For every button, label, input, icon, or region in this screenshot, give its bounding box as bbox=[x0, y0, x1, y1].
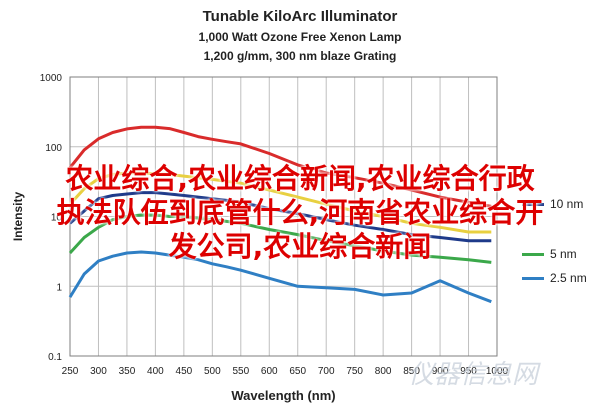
watermark: 仪器信息网 bbox=[408, 360, 539, 390]
y-tick-label: 1 bbox=[56, 282, 62, 293]
y-tick-label: 100 bbox=[45, 143, 62, 154]
series-line-5nm bbox=[68, 213, 492, 264]
legend-swatch-2.5nm bbox=[522, 277, 544, 280]
overlay-line-2: 执法队伍到底管什么,河南省农业综合开 bbox=[56, 196, 544, 229]
chart-subtitle-lamp: 1,000 Watt Ozone Free Xenon Lamp bbox=[198, 30, 402, 44]
legend-label-10nm: 10 nm bbox=[550, 197, 584, 211]
x-tick-label: 500 bbox=[204, 366, 221, 377]
overlay-line-3: 发公司,农业综合新闻 bbox=[168, 230, 432, 263]
x-axis-label: Wavelength (nm) bbox=[231, 388, 335, 403]
overlay-line-1: 农业综合,农业综合新闻,农业综合行政 bbox=[65, 162, 535, 195]
y-tick-label: 10 bbox=[51, 213, 63, 224]
x-tick-label: 950 bbox=[460, 366, 477, 377]
x-tick-label: 750 bbox=[346, 366, 363, 377]
chart-title: Tunable KiloArc Illuminator bbox=[202, 8, 398, 25]
legend-label-2.5nm: 2.5 nm bbox=[550, 271, 587, 285]
y-axis-label: Intensity bbox=[11, 192, 25, 242]
legend-swatch-5nm bbox=[522, 253, 544, 256]
series-line-series-2 bbox=[68, 171, 492, 234]
legend-label-5nm: 5 nm bbox=[550, 247, 577, 261]
x-tick-label: 600 bbox=[261, 366, 278, 377]
legend-swatch-10nm bbox=[522, 203, 544, 206]
series-line-2.5nm bbox=[68, 250, 492, 304]
x-tick-label: 300 bbox=[90, 366, 107, 377]
plot-frame bbox=[69, 76, 498, 357]
x-tick-label: 450 bbox=[176, 366, 193, 377]
x-tick-label: 250 bbox=[62, 366, 79, 377]
x-tick-label: 800 bbox=[375, 366, 392, 377]
chart-subtitle-grating: 1,200 g/mm, 300 nm blaze Grating bbox=[203, 49, 397, 63]
y-tick-label: 0.1 bbox=[48, 352, 62, 363]
y-tick-label: 1000 bbox=[40, 73, 63, 84]
x-tick-label: 1000 bbox=[486, 366, 509, 377]
x-tick-label: 900 bbox=[432, 366, 449, 377]
x-tick-label: 700 bbox=[318, 366, 335, 377]
x-tick-label: 650 bbox=[289, 366, 306, 377]
series-line-10nm bbox=[69, 191, 492, 243]
x-tick-label: 350 bbox=[119, 366, 136, 377]
series-line-series-1 bbox=[68, 125, 492, 208]
overlay-headline: 农业综合,农业综合新闻,农业综合行政 执法队伍到底管什么,河南省农业综合开 发公… bbox=[8, 162, 592, 264]
x-tick-label: 850 bbox=[403, 366, 420, 377]
x-tick-label: 550 bbox=[232, 366, 249, 377]
x-tick-label: 400 bbox=[147, 366, 164, 377]
